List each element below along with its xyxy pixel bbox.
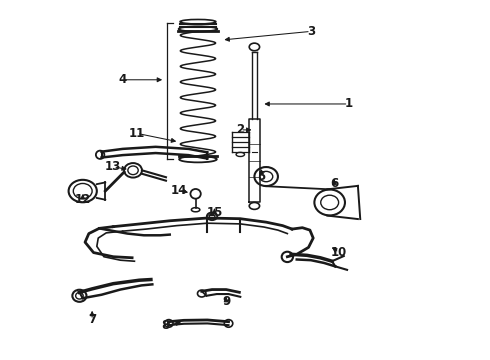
Text: 8: 8 (161, 319, 169, 332)
Text: 6: 6 (330, 177, 339, 190)
Text: 7: 7 (88, 314, 96, 327)
Text: 5: 5 (257, 170, 266, 183)
Text: 10: 10 (331, 246, 347, 259)
Text: 9: 9 (222, 295, 230, 308)
Text: 1: 1 (344, 98, 352, 111)
Text: 13: 13 (105, 160, 122, 174)
Text: 11: 11 (129, 127, 145, 140)
Text: 2: 2 (236, 123, 245, 136)
Text: 14: 14 (171, 184, 187, 197)
Text: 3: 3 (307, 25, 315, 38)
Text: 4: 4 (119, 73, 127, 86)
Text: 12: 12 (74, 193, 91, 206)
Ellipse shape (249, 43, 260, 51)
Text: 15: 15 (206, 206, 222, 219)
